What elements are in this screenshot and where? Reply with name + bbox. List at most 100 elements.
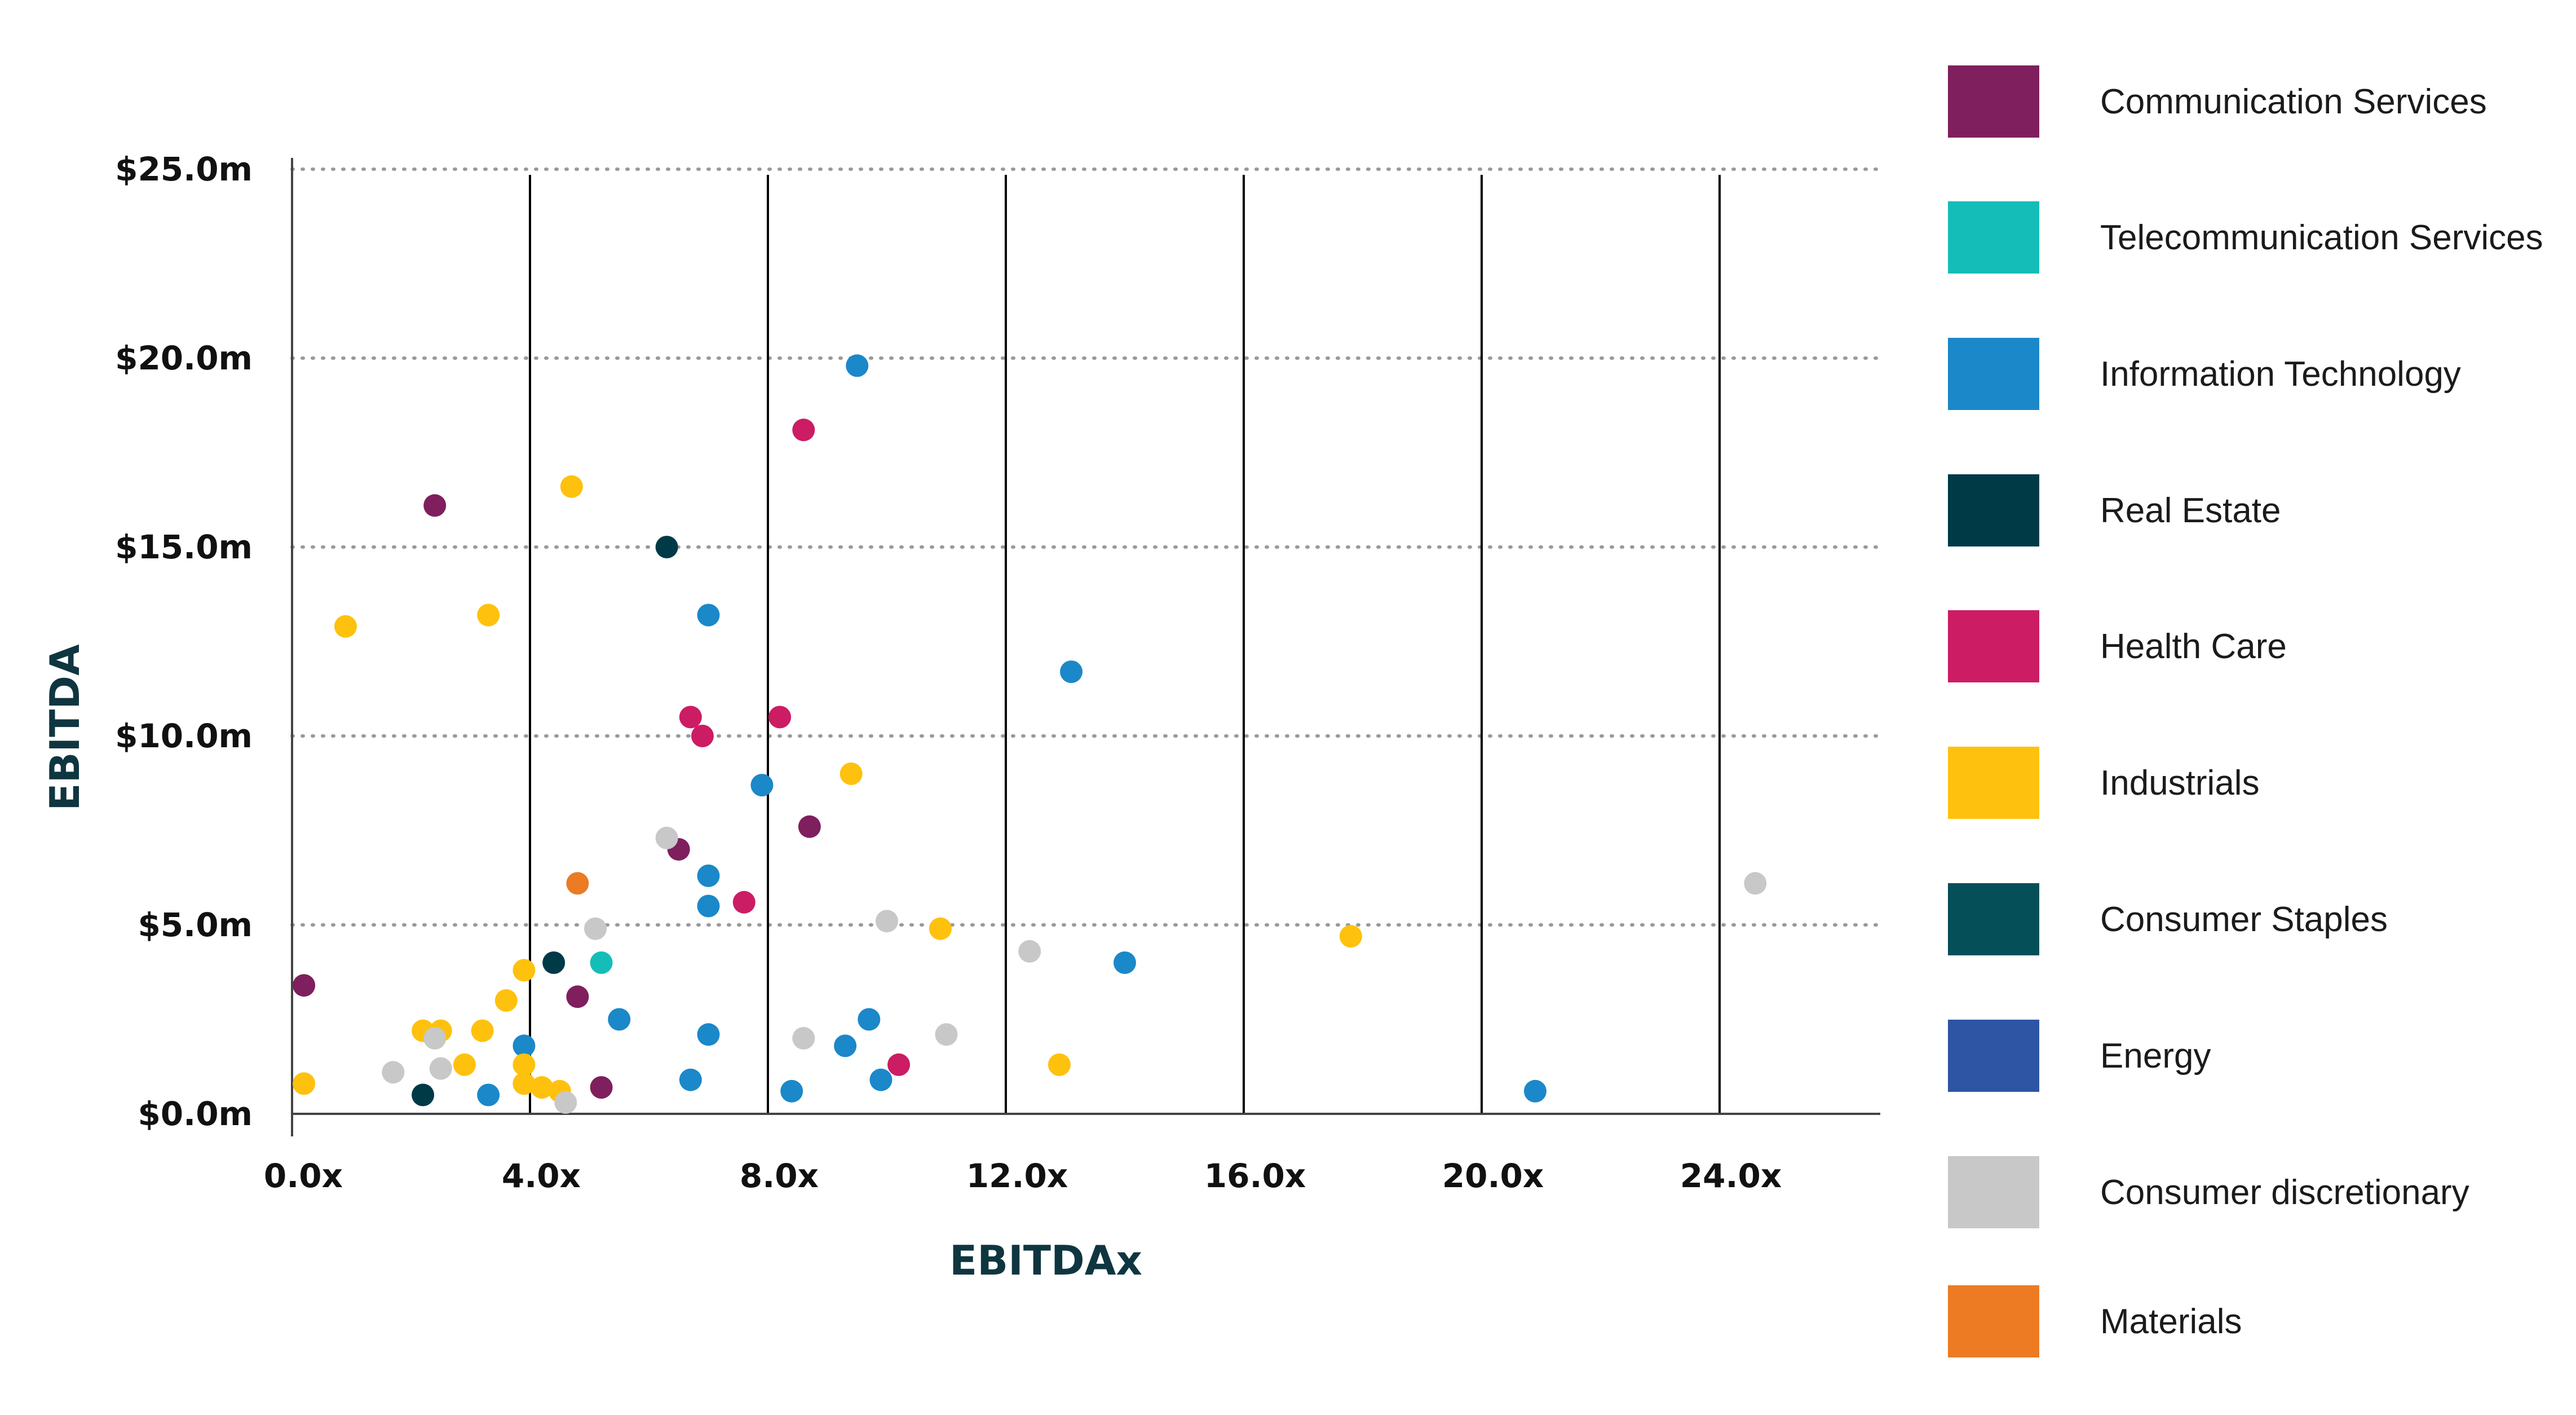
x-tick-label: 12.0x [966, 1157, 1068, 1195]
legend-swatch [1948, 338, 2039, 410]
y-tick-label: $0.0m [138, 1095, 253, 1133]
point-consumer-discretionary [935, 1023, 958, 1046]
point-consumer-discretionary [423, 1027, 447, 1050]
y-tick-labels: $0.0m $5.0m $10.0m $15.0m $20.0m $25.0m [115, 150, 253, 1133]
scatter-chart: $0.0m $5.0m $10.0m $15.0m $20.0m $25.0m 0.0x 4… [41, 150, 1882, 1284]
point-health-care [691, 725, 714, 747]
legend-item-health-care: Health Care [1948, 610, 2568, 683]
point-real-estate [412, 1083, 435, 1107]
legend-swatch [1948, 883, 2039, 955]
legend-label: Materials [2100, 1302, 2242, 1341]
point-consumer-discretionary [382, 1061, 405, 1084]
point-industrials [453, 1053, 476, 1076]
y-tick-label: $25.0m [115, 150, 253, 188]
x-tick-label: 4.0x [502, 1157, 581, 1195]
legend-item-real-estate: Real Estate [1948, 474, 2568, 547]
point-materials [566, 872, 589, 895]
point-industrials [334, 615, 357, 638]
axes [291, 158, 1880, 1136]
legend-swatch [1948, 747, 2039, 819]
point-industrials [477, 603, 500, 627]
legend-swatch [1948, 1156, 2039, 1228]
x-tick-label: 0.0x [264, 1157, 343, 1195]
point-health-care [732, 891, 755, 914]
legend-swatch [1948, 1020, 2039, 1092]
point-information-technology [858, 1008, 881, 1031]
point-communication-services [293, 974, 316, 997]
legend-label: Communication Services [2100, 82, 2487, 121]
point-information-technology [846, 354, 869, 377]
point-industrials [494, 989, 518, 1012]
point-information-technology [780, 1079, 803, 1103]
point-health-care [679, 706, 702, 729]
legend-label: Consumer Staples [2100, 900, 2388, 939]
legend-swatch [1948, 201, 2039, 274]
point-industrials [512, 959, 536, 982]
legend-swatch [1948, 610, 2039, 682]
point-information-technology [750, 774, 774, 797]
point-industrials [512, 1072, 536, 1095]
legend-item-consumer-staples: Consumer Staples [1948, 883, 2568, 956]
point-industrials [293, 1072, 316, 1095]
legend-swatch [1948, 1285, 2039, 1357]
y-tick-label: $20.0m [115, 339, 253, 377]
point-consumer-discretionary [1018, 940, 1041, 963]
point-industrials [560, 475, 583, 498]
point-communication-services [423, 494, 447, 517]
legend-item-consumer-discretionary: Consumer discretionary [1948, 1156, 2568, 1229]
x-axis-title: EBITDAx [949, 1237, 1142, 1284]
legend-label: Telecommunication Services [2100, 218, 2543, 257]
point-health-care [792, 418, 815, 442]
y-tick-label: $5.0m [138, 906, 253, 944]
point-information-technology [477, 1083, 500, 1107]
point-information-technology [679, 1068, 702, 1091]
legend-swatch [1948, 65, 2039, 138]
point-consumer-discretionary [1744, 872, 1767, 895]
y-tick-label: $10.0m [115, 717, 253, 755]
point-information-technology [1114, 951, 1136, 974]
point-communication-services [566, 985, 589, 1008]
legend-label: Real Estate [2100, 491, 2281, 530]
point-consumer-discretionary [655, 826, 678, 849]
point-information-technology [834, 1034, 857, 1057]
x-tick-labels: 0.0x 4.0x 8.0x 12.0x 16.0x 20.0x 24.0x [264, 1157, 1782, 1195]
point-consumer-discretionary [876, 910, 898, 933]
legend-item-information-technology: Information Technology [1948, 337, 2568, 411]
y-axis-title: EBITDA [41, 644, 89, 811]
legend-label: Energy [2100, 1036, 2211, 1075]
legend-label: Consumer discretionary [2100, 1172, 2469, 1212]
legend-item-materials: Materials [1948, 1285, 2568, 1358]
horizontal-gridlines [290, 167, 1882, 927]
point-industrials [471, 1019, 494, 1042]
point-industrials [531, 1076, 554, 1099]
x-tick-label: 16.0x [1204, 1157, 1306, 1195]
vertical-gridlines [529, 175, 1721, 1114]
legend-swatch [1948, 474, 2039, 546]
point-real-estate [655, 536, 678, 558]
point-industrials [839, 762, 863, 785]
point-real-estate [542, 951, 565, 974]
point-information-technology [869, 1068, 892, 1091]
point-information-technology [697, 864, 720, 887]
point-communication-services [798, 815, 821, 838]
point-information-technology [697, 603, 720, 627]
point-information-technology [608, 1008, 631, 1031]
point-industrials [512, 1053, 536, 1076]
legend-label: Information Technology [2100, 354, 2461, 394]
legend-label: Health Care [2100, 627, 2287, 666]
legend-item-telecommunication-services: Telecommunication Services [1948, 201, 2568, 274]
point-health-care [768, 706, 792, 729]
legend-item-communication-services: Communication Services [1948, 65, 2568, 138]
point-consumer-discretionary [792, 1027, 815, 1050]
x-tick-label: 20.0x [1442, 1157, 1544, 1195]
point-telecommunication-services [590, 951, 613, 974]
point-consumer-discretionary [429, 1057, 452, 1080]
point-information-technology [1060, 660, 1083, 684]
point-consumer-discretionary [554, 1091, 577, 1114]
legend-item-industrials: Industrials [1948, 746, 2568, 819]
x-tick-label: 8.0x [740, 1157, 819, 1195]
point-industrials [929, 917, 952, 940]
point-information-technology [697, 1023, 720, 1046]
point-consumer-discretionary [584, 917, 607, 940]
point-industrials [1048, 1053, 1071, 1076]
